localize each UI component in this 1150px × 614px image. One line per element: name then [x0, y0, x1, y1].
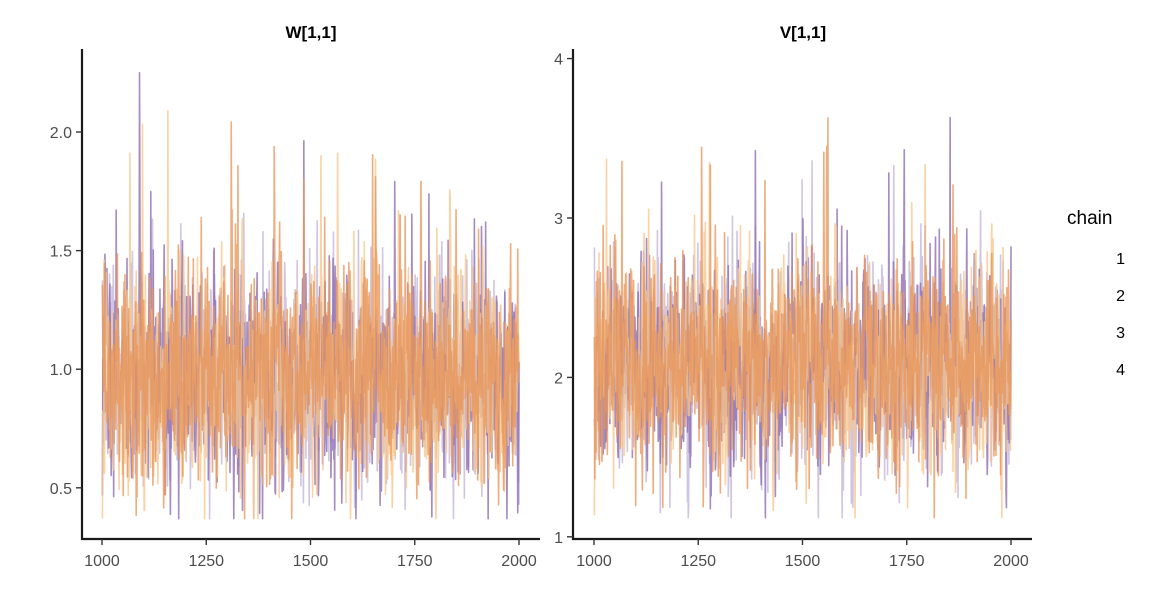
ticks-v11: 1000 1250 1500 1750 2000 1 2 3 4: [554, 52, 1029, 570]
x-tick-label: 1250: [680, 553, 716, 570]
legend-items: 1 2 3 4: [1116, 251, 1125, 379]
legend-label-chain-3: 3: [1116, 325, 1125, 342]
x-tick-label: 1750: [397, 553, 433, 570]
y-tick-label: 4: [554, 52, 563, 69]
ticks-w11: 1000 1250 1500 1750 2000 0.5 1.0 1.5 2.0: [50, 125, 537, 570]
y-tick-label: 1.0: [50, 362, 72, 379]
y-tick-label: 3: [554, 211, 563, 228]
legend-label-chain-4: 4: [1116, 362, 1125, 379]
legend-label-chain-1: 1: [1116, 251, 1125, 268]
x-tick-label: 1500: [293, 553, 329, 570]
panel-v11: V[1,1] 1000 1250 1500 1750 2000 1 2 3 4: [554, 23, 1032, 570]
y-tick-label: 2: [554, 370, 563, 387]
series-layer-v11: [593, 116, 1012, 519]
x-tick-label: 1750: [889, 553, 925, 570]
series-layer-w11: [101, 71, 520, 520]
x-tick-label: 1250: [188, 553, 224, 570]
x-tick-label: 1500: [785, 553, 821, 570]
x-tick-label: 2000: [501, 553, 537, 570]
series-line-chain-4: [101, 121, 520, 520]
legend: chain 1 2 3 4: [1067, 208, 1125, 379]
y-tick-label: 1.5: [50, 244, 72, 261]
legend-title: chain: [1067, 208, 1112, 229]
x-tick-label: 1000: [84, 553, 120, 570]
x-tick-label: 2000: [993, 553, 1029, 570]
y-tick-label: 0.5: [50, 481, 72, 498]
series-line-chain-4: [593, 117, 1012, 519]
y-tick-label: 2.0: [50, 125, 72, 142]
legend-label-chain-2: 2: [1116, 288, 1125, 305]
panel-w11: W[1,1] 1000 1250 1500 1750 2000 0.5 1.0 1.5 2.0: [50, 23, 540, 570]
panel-title-w11: W[1,1]: [286, 23, 337, 42]
y-tick-label: 1: [554, 530, 563, 547]
panel-title-v11: V[1,1]: [780, 23, 826, 42]
x-tick-label: 1000: [576, 553, 612, 570]
